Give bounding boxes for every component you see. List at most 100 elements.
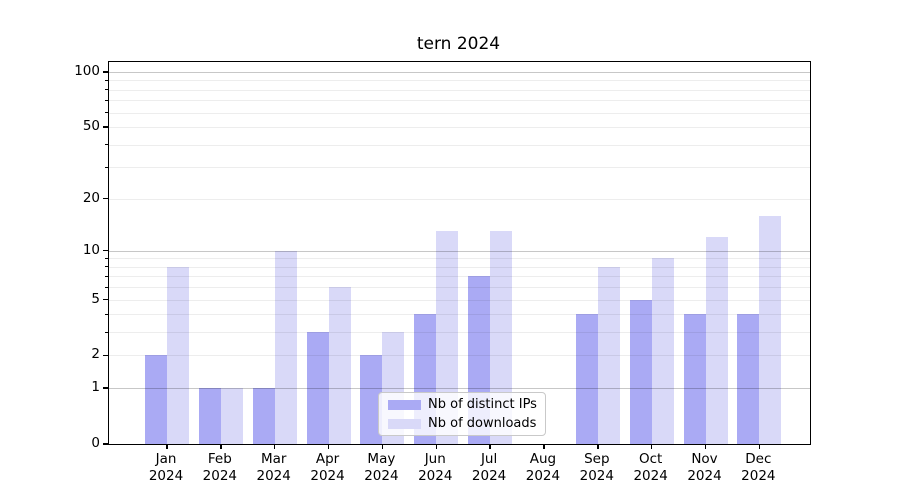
y-minor-tick-80 (105, 89, 108, 91)
bar-nb-of-distinct-ips-nov (683, 314, 706, 444)
gridline-y-60 (109, 112, 810, 114)
x-tick-oct (650, 444, 653, 449)
x-tick-label-year: 2024 (471, 468, 507, 484)
x-tick-apr (327, 444, 330, 449)
y-tick-1 (102, 387, 108, 389)
bar-nb-of-downloads-mar (274, 250, 297, 444)
bar-nb-of-downloads-nov (705, 237, 728, 444)
gridline-y-8 (109, 266, 810, 268)
y-tick-label-100: 100 (74, 63, 100, 80)
y-tick-100 (102, 71, 108, 73)
bar-nb-of-distinct-ips-dec (737, 314, 760, 444)
x-tick-label-year: 2024 (579, 468, 614, 484)
y-minor-tick-3 (105, 331, 108, 333)
x-tick-label-year: 2024 (741, 468, 776, 484)
y-minor-tick-4 (105, 313, 108, 315)
x-tick-jan (166, 444, 168, 449)
bar-nb-of-downloads-oct (651, 258, 674, 444)
plot-area (102, 61, 811, 449)
bar-nb-of-distinct-ips-feb (198, 388, 221, 444)
y-tick-10 (102, 249, 108, 252)
bar-nb-of-downloads-apr (328, 287, 351, 444)
gridline-y-10 (109, 250, 810, 252)
bar-nb-of-distinct-ips-may (360, 355, 383, 444)
gridline-y-9 (109, 258, 810, 260)
y-tick-label-5: 5 (91, 290, 100, 307)
y-tick-label-10: 10 (82, 241, 100, 258)
legend-label-downloads: Nb of downloads (428, 416, 537, 431)
gridline-y-20 (109, 198, 810, 200)
legend-entry-distinct-ips: Nb of distinct IPs (388, 397, 537, 412)
x-tick-label-month: Dec (745, 451, 772, 467)
legend-label-distinct-ips: Nb of distinct IPs (428, 397, 537, 412)
x-tick-label-month: Oct (638, 451, 663, 467)
x-tick-dec (758, 444, 761, 449)
y-minor-tick-9 (105, 257, 108, 259)
bar-nb-of-distinct-ips-sep (575, 314, 598, 444)
y-minor-tick-8 (105, 266, 108, 268)
x-tick-label-oct: Oct 2024 (616, 451, 686, 485)
y-minor-tick-90 (105, 79, 108, 81)
x-tick-label-month: Feb (207, 451, 232, 467)
x-tick-label-year: 2024 (256, 468, 291, 484)
bar-nb-of-downloads-jun (436, 231, 459, 444)
gridline-y-2 (109, 355, 810, 357)
bar-nb-of-downloads-feb (220, 388, 243, 444)
y-minor-tick-5 (105, 299, 108, 301)
x-tick-aug (543, 444, 545, 449)
y-tick-label-2: 2 (91, 346, 100, 363)
x-tick-label-jun: Jun 2024 (400, 451, 470, 485)
y-minor-tick-7 (105, 275, 108, 277)
x-tick-label-year: 2024 (364, 468, 399, 484)
x-tick-label-month: Jun (424, 451, 446, 467)
bar-nb-of-distinct-ips-mar (252, 388, 275, 444)
y-minor-tick-20 (105, 198, 108, 200)
y-minor-tick-60 (105, 112, 108, 114)
x-tick-label-month: Apr (315, 451, 340, 467)
x-tick-label-month: Aug (529, 451, 557, 467)
x-tick-mar (273, 444, 276, 449)
x-tick-label-year: 2024 (633, 468, 668, 484)
x-tick-label-jan: Jan 2024 (131, 451, 201, 485)
y-tick-label-0: 0 (91, 435, 100, 451)
x-tick-label-month: May (367, 451, 396, 467)
x-tick-feb (220, 444, 222, 449)
x-tick-sep (597, 444, 599, 449)
x-tick-label-nov: Nov 2024 (670, 451, 740, 485)
x-tick-label-year: 2024 (418, 468, 453, 484)
y-minor-tick-50 (105, 126, 108, 128)
x-tick-label-may: May 2024 (346, 451, 416, 485)
y-minor-tick-30 (105, 166, 108, 168)
gridline-y-80 (109, 89, 810, 91)
gridline-y-5 (109, 299, 810, 301)
gridline-y-50 (109, 127, 810, 129)
gridline-y-3 (109, 332, 810, 334)
bar-nb-of-distinct-ips-oct (629, 299, 652, 444)
gridline-y-6 (109, 287, 810, 289)
y-tick-label-50: 50 (82, 118, 100, 135)
legend-swatch-distinct-ips-icon (388, 399, 421, 410)
x-tick-jun (435, 444, 437, 449)
x-tick-label-month: Mar (260, 451, 287, 467)
bar-nb-of-downloads-sep (597, 266, 620, 444)
bar-nb-of-distinct-ips-apr (306, 332, 329, 444)
gridline-y-90 (109, 80, 810, 82)
legend: Nb of distinct IPs Nb of downloads (378, 392, 546, 436)
y-tick-0 (102, 443, 108, 445)
x-tick-label-year: 2024 (310, 468, 345, 484)
x-tick-label-month: Jan (155, 451, 177, 467)
x-tick-label-aug: Aug 2024 (508, 451, 578, 485)
chart-title: tern 2024 (416, 34, 501, 54)
x-tick-label-year: 2024 (202, 468, 238, 484)
bar-nb-of-downloads-jul (490, 231, 513, 444)
x-tick-may (381, 444, 384, 449)
y-minor-tick-2 (105, 354, 108, 356)
gridline-y-40 (109, 144, 810, 146)
x-tick-label-month: Jul (480, 451, 498, 467)
x-tick-label-sep: Sep 2024 (562, 451, 632, 485)
x-tick-nov (704, 444, 707, 449)
bar-nb-of-downloads-dec (759, 215, 782, 444)
x-tick-jul (489, 444, 491, 449)
x-tick-label-jul: Jul 2024 (454, 451, 524, 485)
